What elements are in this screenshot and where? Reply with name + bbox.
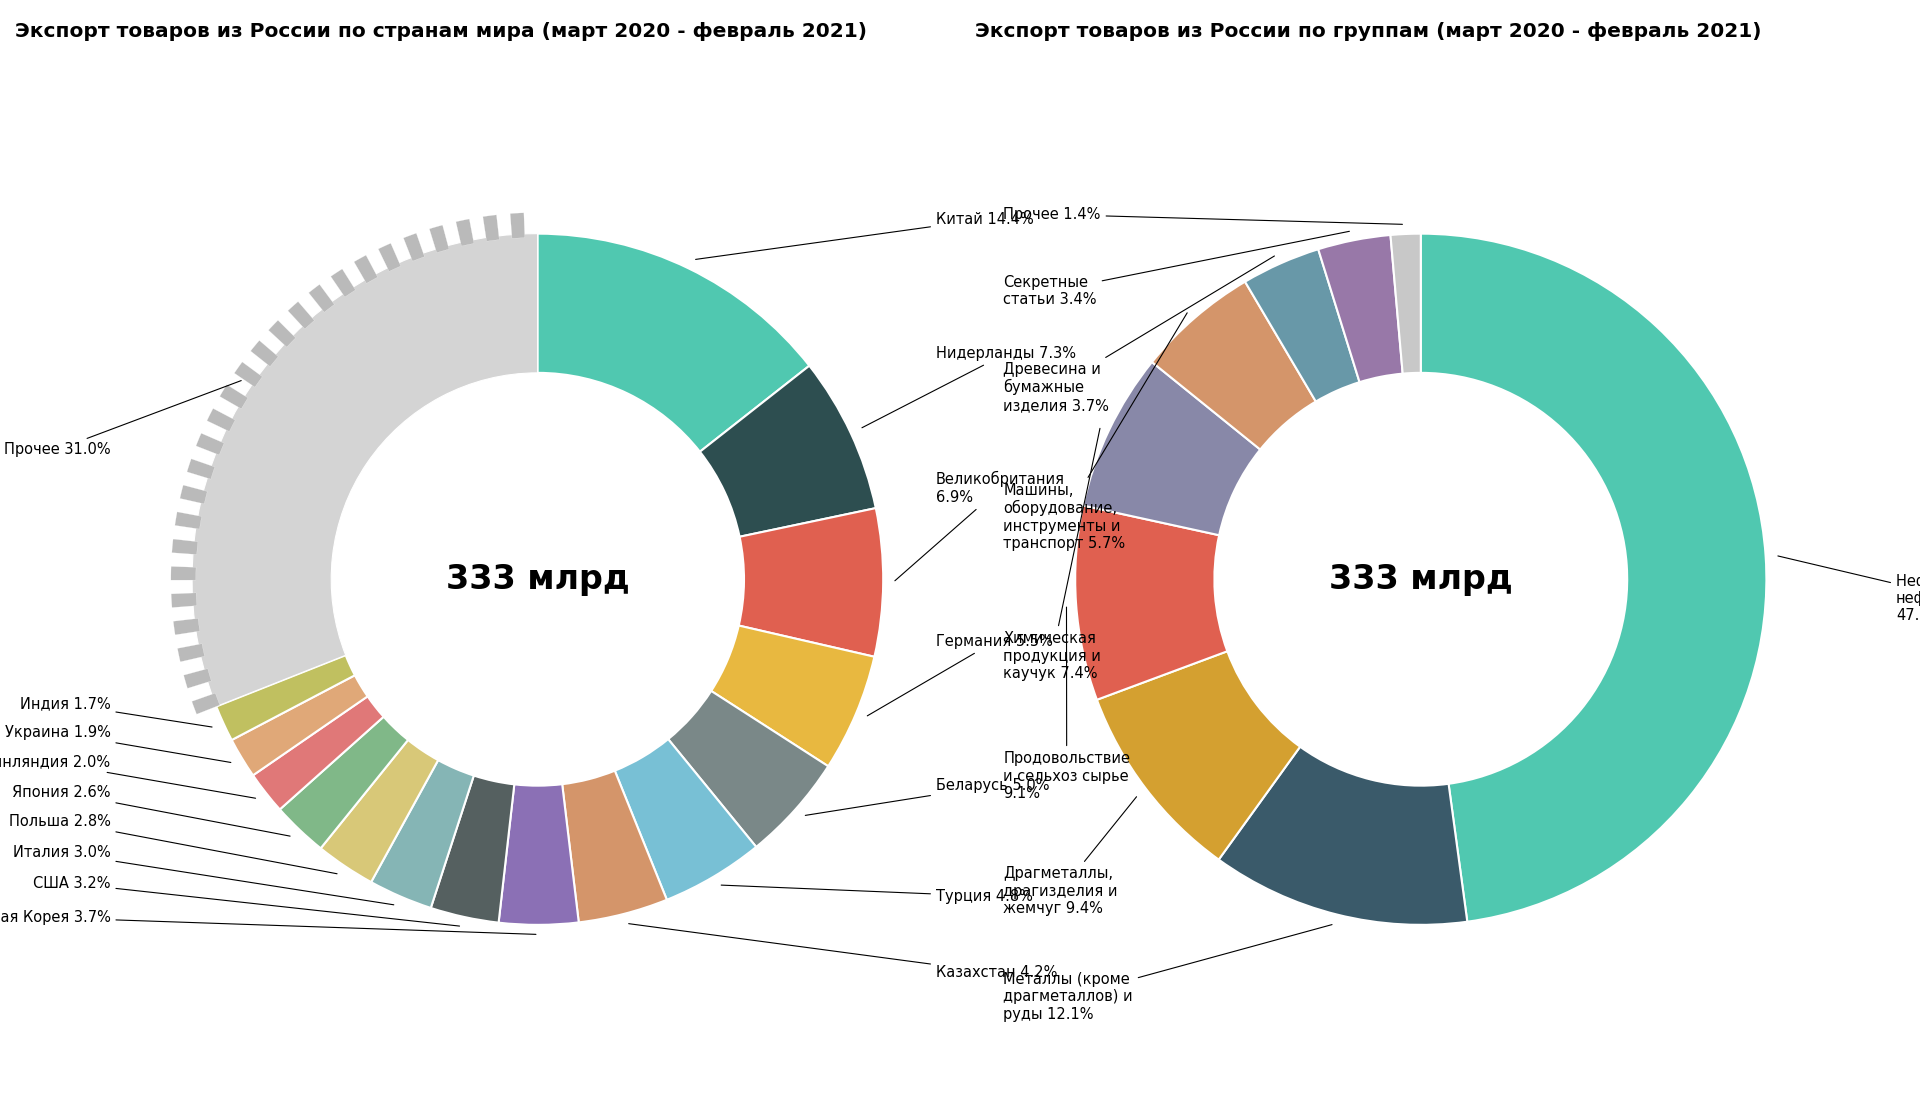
Text: Германия 5.5%: Германия 5.5%	[868, 634, 1052, 716]
Wedge shape	[192, 233, 538, 706]
Text: Секретные
статьи 3.4%: Секретные статьи 3.4%	[1002, 231, 1350, 308]
Wedge shape	[173, 619, 200, 635]
Wedge shape	[1390, 233, 1421, 373]
Text: Беларусь 5.0%: Беларусь 5.0%	[804, 779, 1050, 816]
Wedge shape	[171, 566, 196, 580]
Wedge shape	[739, 508, 883, 657]
Text: Металлы (кроме
драгметаллов) и
руды 12.1%: Металлы (кроме драгметаллов) и руды 12.1…	[1002, 924, 1332, 1022]
Wedge shape	[186, 459, 215, 480]
Wedge shape	[232, 676, 367, 775]
Wedge shape	[1075, 506, 1227, 700]
Wedge shape	[288, 301, 315, 328]
Text: Продовольствие
и сельхоз сырье
9.1%: Продовольствие и сельхоз сырье 9.1%	[1002, 607, 1131, 800]
Text: Прочее 31.0%: Прочее 31.0%	[4, 381, 242, 457]
Wedge shape	[253, 696, 384, 809]
Wedge shape	[499, 784, 578, 925]
Text: Прочее 1.4%: Прочее 1.4%	[1002, 207, 1402, 224]
Text: Япония 2.6%: Япония 2.6%	[12, 785, 290, 837]
Text: Нидерланды 7.3%: Нидерланды 7.3%	[862, 346, 1075, 428]
Text: Индия 1.7%: Индия 1.7%	[19, 696, 211, 727]
Text: Финляндия 2.0%: Финляндия 2.0%	[0, 754, 255, 798]
Wedge shape	[207, 408, 234, 431]
Wedge shape	[269, 320, 296, 347]
Wedge shape	[668, 691, 828, 846]
Wedge shape	[196, 434, 225, 456]
Wedge shape	[252, 341, 278, 367]
Text: 333 млрд: 333 млрд	[1329, 563, 1513, 596]
Wedge shape	[563, 771, 666, 922]
Wedge shape	[1319, 235, 1404, 382]
Text: Южная Корея 3.7%: Южная Корея 3.7%	[0, 910, 536, 934]
Wedge shape	[321, 740, 438, 883]
Wedge shape	[217, 655, 355, 740]
Wedge shape	[482, 215, 499, 241]
Wedge shape	[1244, 250, 1359, 402]
Wedge shape	[455, 219, 474, 246]
Wedge shape	[177, 644, 205, 661]
Wedge shape	[614, 739, 756, 900]
Text: Великобритания
6.9%: Великобритания 6.9%	[895, 471, 1066, 580]
Wedge shape	[234, 362, 263, 388]
Text: США 3.2%: США 3.2%	[33, 876, 459, 926]
Text: Польша 2.8%: Польша 2.8%	[8, 814, 338, 874]
Text: Машины,
оборудование,
инструменты и
транспорт 5.7%: Машины, оборудование, инструменты и тран…	[1002, 313, 1187, 551]
Wedge shape	[173, 539, 198, 554]
Wedge shape	[219, 384, 248, 408]
Wedge shape	[280, 717, 409, 849]
Text: Нефть, газ и
нефтепродукты
47.9%: Нефть, газ и нефтепродукты 47.9%	[1778, 556, 1920, 623]
Text: Украина 1.9%: Украина 1.9%	[4, 725, 230, 762]
Text: 333 млрд: 333 млрд	[445, 563, 630, 596]
Wedge shape	[1219, 747, 1467, 925]
Text: Китай 14.4%: Китай 14.4%	[695, 211, 1033, 260]
Wedge shape	[1421, 233, 1766, 922]
Wedge shape	[175, 511, 202, 529]
Wedge shape	[192, 693, 219, 714]
Text: Драгметаллы,
драгизделия и
жемчуг 9.4%: Драгметаллы, драгизделия и жемчуг 9.4%	[1002, 797, 1137, 917]
Text: Химическая
продукция и
каучук 7.4%: Химическая продукция и каучук 7.4%	[1002, 428, 1100, 681]
Wedge shape	[1083, 362, 1260, 535]
Text: Экспорт товаров из России по странам мира (март 2020 - февраль 2021): Экспорт товаров из России по странам мир…	[15, 22, 868, 42]
Text: Италия 3.0%: Италия 3.0%	[13, 845, 394, 904]
Wedge shape	[701, 366, 876, 537]
Wedge shape	[378, 243, 401, 272]
Wedge shape	[710, 625, 874, 766]
Wedge shape	[171, 592, 198, 608]
Wedge shape	[430, 226, 449, 253]
Wedge shape	[371, 760, 474, 908]
Wedge shape	[430, 775, 515, 923]
Wedge shape	[180, 485, 207, 504]
Wedge shape	[403, 233, 424, 262]
Wedge shape	[353, 255, 378, 284]
Wedge shape	[1152, 281, 1315, 450]
Wedge shape	[1096, 652, 1300, 860]
Wedge shape	[538, 233, 810, 452]
Wedge shape	[330, 269, 355, 297]
Text: Казахстан 4.2%: Казахстан 4.2%	[628, 924, 1058, 980]
Wedge shape	[184, 669, 211, 689]
Text: Экспорт товаров из России по группам (март 2020 - февраль 2021): Экспорт товаров из России по группам (ма…	[975, 22, 1763, 42]
Text: Древесина и
бумажные
изделия 3.7%: Древесина и бумажные изделия 3.7%	[1002, 256, 1275, 413]
Wedge shape	[511, 212, 524, 239]
Wedge shape	[309, 285, 334, 312]
Text: Турция 4.8%: Турция 4.8%	[722, 885, 1033, 903]
